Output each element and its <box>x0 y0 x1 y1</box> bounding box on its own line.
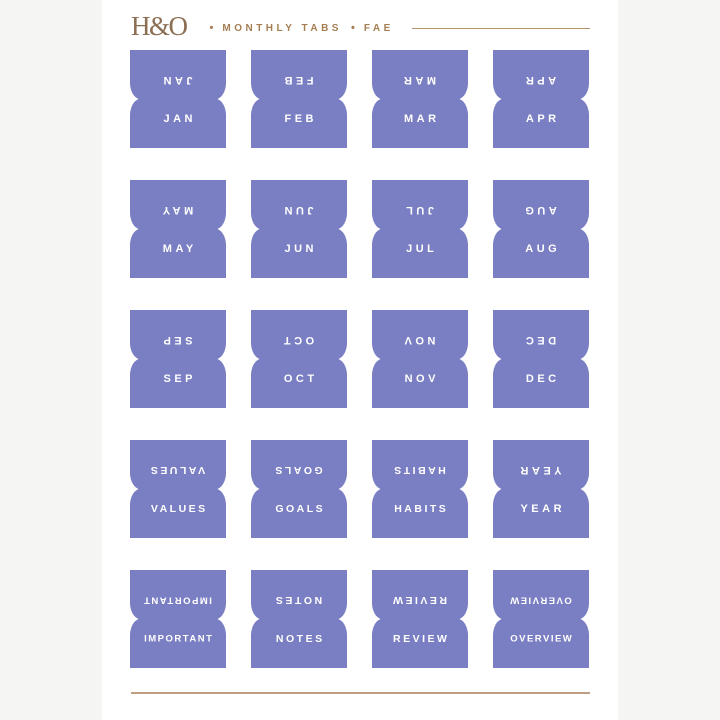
tab-shape-icon <box>130 310 226 408</box>
tab-label-flipped: IMPORTANT <box>142 594 212 606</box>
tab-shape-icon <box>251 310 347 408</box>
tab-label: NOV <box>404 373 439 385</box>
tab-shape-icon <box>251 570 347 668</box>
tab-shape-icon <box>372 50 468 148</box>
tab-label-flipped: REVIEW <box>390 594 447 606</box>
tab-label: AUG <box>525 243 561 255</box>
tab-label-flipped: JUL <box>402 204 434 216</box>
tab-sticker: NOV NOV <box>372 310 468 408</box>
tab-sticker: MAY MAY <box>130 180 226 278</box>
tab-sticker: HABITS HABITS <box>372 440 468 538</box>
tab-label: NOTES <box>275 633 325 645</box>
tab-label-flipped: MAY <box>159 204 194 216</box>
tab-label-flipped: SEP <box>160 334 193 346</box>
tab-shape-icon <box>372 310 468 408</box>
tab-label: IMPORTANT <box>144 633 214 645</box>
tab-shape-icon <box>130 570 226 668</box>
tab-label-flipped: MAR <box>400 74 437 86</box>
tab-sticker: REVIEW REVIEW <box>372 570 468 668</box>
bottom-rule <box>131 692 590 694</box>
tab-sticker: JUN JUN <box>251 180 347 278</box>
tab-label-flipped: GOALS <box>272 464 323 476</box>
tab-label-flipped: NOTES <box>273 594 323 606</box>
tab-shape-icon <box>493 50 589 148</box>
bullet-separator: • <box>209 22 214 34</box>
tab-label: JAN <box>163 113 196 125</box>
tab-sticker: NOTES NOTES <box>251 570 347 668</box>
tab-label-flipped: APR <box>522 74 557 86</box>
tab-shape-icon <box>130 180 226 278</box>
tab-label-flipped: JAN <box>160 74 193 86</box>
tab-label-flipped: FEB <box>281 74 314 86</box>
tab-shape-icon <box>251 180 347 278</box>
tab-shape-icon <box>130 50 226 148</box>
tab-sticker: JUL JUL <box>372 180 468 278</box>
tab-label: JUL <box>406 243 438 255</box>
tab-label-flipped: AUG <box>521 204 557 216</box>
tab-shape-icon <box>493 570 589 668</box>
tab-shape-icon <box>372 570 468 668</box>
tab-label: APR <box>525 113 560 125</box>
edition-name: FAE <box>363 22 394 34</box>
tab-sticker: APR APR <box>493 50 589 148</box>
tab-label-flipped: VALUES <box>148 464 206 476</box>
tab-sticker: OVERVIEW OVERVIEW <box>493 570 589 668</box>
bullet-separator: • <box>350 22 355 34</box>
tab-label: REVIEW <box>393 633 450 645</box>
tab-sticker: FEB FEB <box>251 50 347 148</box>
tab-shape-icon <box>251 440 347 538</box>
tab-sticker: YEAR YEAR <box>493 440 589 538</box>
tab-label: VALUES <box>150 503 208 515</box>
tab-sticker: MAR MAR <box>372 50 468 148</box>
tab-label: FEB <box>284 113 317 125</box>
tab-label-flipped: NOV <box>401 334 436 346</box>
tab-sticker: IMPORTANT IMPORTANT <box>130 570 226 668</box>
tab-label-flipped: JUN <box>281 204 314 216</box>
tab-sticker: JAN JAN <box>130 50 226 148</box>
tab-shape-icon <box>372 440 468 538</box>
tab-label: MAY <box>162 243 197 255</box>
tab-label: GOALS <box>275 503 326 515</box>
brand-logo: H&O <box>131 10 188 41</box>
tab-shape-icon <box>493 180 589 278</box>
tab-shape-icon <box>130 440 226 538</box>
tab-label-flipped: YEAR <box>516 464 562 476</box>
tab-label: JUN <box>284 243 317 255</box>
tab-shape-icon <box>493 310 589 408</box>
tab-label: HABITS <box>394 503 449 515</box>
tab-sticker: SEP SEP <box>130 310 226 408</box>
tab-label: YEAR <box>520 503 566 515</box>
tab-label-flipped: HABITS <box>391 464 446 476</box>
tab-label-flipped: OCT <box>280 334 315 346</box>
sticker-sheet: H&O • MONTHLY TABS • FAE JAN JAN FEB FEB… <box>102 0 618 720</box>
tab-label: SEP <box>163 373 196 385</box>
sheet-title: MONTHLY TABS <box>222 22 342 34</box>
header-rule <box>411 27 590 29</box>
tab-sticker: OCT OCT <box>251 310 347 408</box>
tab-shape-icon <box>251 50 347 148</box>
tab-label: DEC <box>525 373 560 385</box>
tab-shape-icon <box>372 180 468 278</box>
tab-label-flipped: OVERVIEW <box>508 594 572 606</box>
tab-label: OVERVIEW <box>510 633 574 645</box>
tab-label: MAR <box>403 113 440 125</box>
tab-grid: JAN JAN FEB FEB MAR MAR APR APR MAY MAY <box>130 50 589 668</box>
tab-sticker: DEC DEC <box>493 310 589 408</box>
tab-sticker: VALUES VALUES <box>130 440 226 538</box>
tab-sticker: AUG AUG <box>493 180 589 278</box>
tab-sticker: GOALS GOALS <box>251 440 347 538</box>
tab-label: OCT <box>283 373 318 385</box>
sheet-header: H&O • MONTHLY TABS • FAE <box>131 10 590 42</box>
tab-shape-icon <box>493 440 589 538</box>
tab-label-flipped: DEC <box>522 334 557 346</box>
